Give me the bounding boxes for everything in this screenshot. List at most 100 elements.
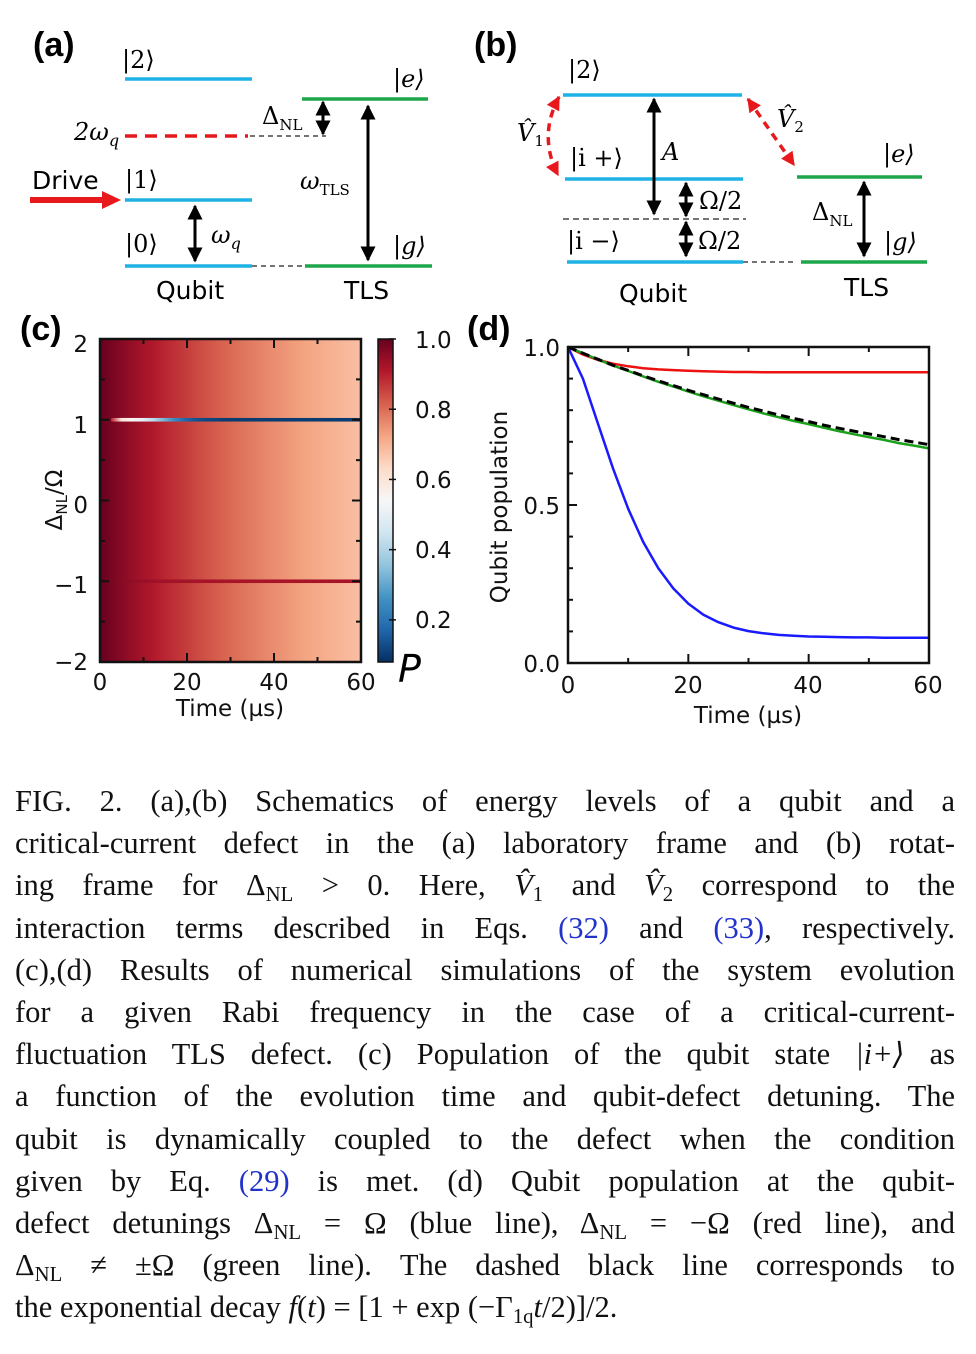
a-label: A xyxy=(660,138,679,166)
figure-caption: FIG. 2. (a),(b) Schematics of energy lev… xyxy=(15,780,955,1328)
colorbar-tick-label: 0.2 xyxy=(415,608,452,634)
qubit-label: Qubit xyxy=(619,279,687,308)
ket-g-label: |g⟩ xyxy=(393,232,426,261)
plot-area xyxy=(568,347,929,663)
y-tick-label: −2 xyxy=(54,650,88,676)
dashed-exponential-line xyxy=(567,345,930,447)
caption-line: qubit is dynamically coupled to the defe… xyxy=(15,1118,955,1160)
x-axis-label: Time (µs) xyxy=(175,696,284,722)
omega-half-label-upper: Ω/2 xyxy=(699,187,742,215)
heatmap-row-detuning-minus-1 xyxy=(100,579,361,584)
caption-text: defect detunings Δ xyxy=(15,1205,274,1240)
caption-line: FIG. 2. (a),(b) Schematics of energy lev… xyxy=(15,780,955,822)
y-axis-label: Qubit population xyxy=(487,411,513,603)
v1-label: V̂1 xyxy=(517,119,544,150)
ket-i-minus-label: |i −⟩ xyxy=(567,227,620,256)
caption-text: Δ xyxy=(15,1248,35,1283)
colorbar-tick-label: 0.4 xyxy=(415,538,452,564)
y-tick-label: 2 xyxy=(73,332,88,358)
caption-text: > 0. Here, xyxy=(293,868,515,903)
y-tick-label: 0 xyxy=(73,493,88,519)
panel-a-lab-frame-diagram: (a) |2⟩ 2ωq Drive |1⟩ |0⟩ ωq Qubit |e⟩ Δ… xyxy=(30,26,432,305)
x-tick-label: 40 xyxy=(793,673,822,699)
caption-text: NL xyxy=(273,1222,302,1245)
colorbar-tick-label: 0.8 xyxy=(415,398,452,424)
x-tick-label: 20 xyxy=(673,673,702,699)
caption-text: ) = [1 + exp (−Γ xyxy=(315,1290,513,1325)
v2-label: V̂2 xyxy=(777,105,804,136)
caption-text: interaction terms described in Eqs. xyxy=(15,910,559,945)
tls-label: TLS xyxy=(343,276,389,305)
ket-e-label: |e⟩ xyxy=(393,65,425,94)
caption-text: NL xyxy=(34,1264,63,1287)
red-series-line xyxy=(567,345,929,374)
caption-line: given by Eq. (29) is met. (d) Qubit popu… xyxy=(15,1160,955,1202)
caption-text: 1 xyxy=(532,884,544,907)
caption-line: for a given Rabi frequency in the case o… xyxy=(15,991,955,1033)
colorbar-tick-label: 1.0 xyxy=(415,328,452,354)
ket-0-label: |0⟩ xyxy=(125,230,158,259)
heatmap-row-detuning-plus-1 xyxy=(111,417,361,422)
delta-nl-label: ΔNL xyxy=(812,198,852,230)
ket-i-plus-label: |i +⟩ xyxy=(570,144,623,173)
caption-text: NL xyxy=(265,884,294,907)
omega-half-label-lower: Ω/2 xyxy=(698,227,741,255)
ket-2-label: |2⟩ xyxy=(122,46,155,75)
caption-text: a function of the evolution time and qub… xyxy=(15,1079,955,1114)
x-tick-label: 40 xyxy=(259,670,288,696)
caption-text: is met. (d) Qubit population at the qubi… xyxy=(289,1163,955,1198)
caption-text: and xyxy=(608,910,714,945)
y-axis-label: ΔNL/Ω xyxy=(42,470,71,531)
caption-text: qubit is dynamically coupled to the defe… xyxy=(15,1121,955,1156)
panel-d-line-chart: (d) 1.0 0.5 0.0 0 20 40 60 Time (µs) Qub… xyxy=(467,310,943,729)
x-tick-label: 0 xyxy=(93,670,108,696)
omega-q-label: ωq xyxy=(211,221,241,253)
ket-g-label: |g⟩ xyxy=(884,228,917,257)
v1-interaction-arrow xyxy=(546,95,561,177)
caption-text: 1q xyxy=(512,1306,534,1329)
equation-reference-link[interactable]: (33) xyxy=(713,910,765,945)
blue-series-line xyxy=(566,346,929,639)
x-tick-label: 60 xyxy=(913,673,942,699)
ket-e-label: |e⟩ xyxy=(883,140,915,169)
caption-text: V̂ xyxy=(514,868,533,903)
caption-text: critical-current defect in the (a) labor… xyxy=(15,826,955,861)
caption-text: V̂ xyxy=(644,868,663,903)
caption-text: , respectively. xyxy=(764,910,955,945)
caption-text: the exponential decay xyxy=(15,1290,289,1325)
caption-text: NL xyxy=(599,1222,627,1245)
drive-arrow-icon xyxy=(102,191,121,209)
y-tick-label: 1.0 xyxy=(523,336,560,362)
panel-c-label: (c) xyxy=(20,310,62,348)
delta-nl-label: ΔNL xyxy=(262,102,302,134)
y-tick-label: −1 xyxy=(54,573,88,599)
caption-text: and xyxy=(543,868,645,903)
x-axis-label: Time (µs) xyxy=(693,703,802,729)
caption-text: fluctuation TLS defect. (c) Population o… xyxy=(15,1037,856,1072)
ket-2-label: |2⟩ xyxy=(568,56,601,85)
panel-c-heatmap: (c) 2 1 0 −1 −2 0 20 40 60 Time (µs) ΔNL… xyxy=(20,310,452,722)
colorbar-tick-label: 0.6 xyxy=(415,468,452,494)
equation-reference-link[interactable]: (32) xyxy=(558,910,609,945)
caption-text: t xyxy=(533,1290,543,1325)
omega-tls-label: ωTLS xyxy=(300,167,350,199)
panel-b-rotating-frame-diagram: (b) |2⟩ |i +⟩ |i −⟩ A Ω/2 Ω/2 V̂1 V̂2 |e… xyxy=(474,26,927,308)
caption-text: ( xyxy=(297,1290,308,1325)
qubit-label: Qubit xyxy=(156,276,224,305)
colorbar-gradient xyxy=(377,338,394,663)
caption-line: interaction terms described in Eqs. (32)… xyxy=(15,907,955,949)
panel-a-label: (a) xyxy=(33,26,75,64)
caption-text: |i+⟩ xyxy=(855,1037,905,1072)
caption-text: = −Ω (red line), and xyxy=(627,1205,956,1240)
panel-d-label: (d) xyxy=(467,310,510,348)
heatmap-background xyxy=(100,339,361,662)
equation-reference-link[interactable]: (29) xyxy=(238,1163,290,1198)
caption-text: t xyxy=(307,1290,316,1325)
caption-text: (c),(d) Results of numerical simulations… xyxy=(15,952,955,987)
x-tick-label: 20 xyxy=(172,670,201,696)
y-tick-label: 1 xyxy=(73,413,88,439)
caption-line: ing frame for ΔNL > 0. Here, V̂1 and V̂2… xyxy=(15,864,955,906)
panel-b-label: (b) xyxy=(474,26,517,64)
caption-line: ΔNL ≠ ±Ω (green line). The dashed black … xyxy=(15,1244,955,1286)
colorbar xyxy=(377,338,396,663)
